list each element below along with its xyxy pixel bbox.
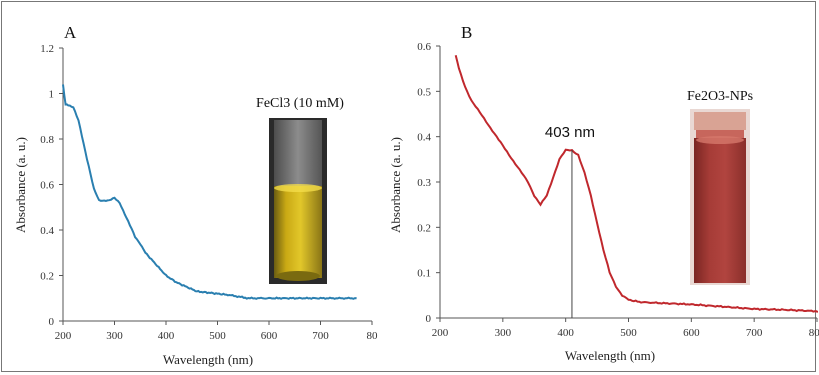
panel-a-inset-label: FeCl3 (10 mM) [256,96,344,111]
panel-b-y-ticks: 0 0.1 0.2 0.3 0.4 0.5 0.6 [417,41,440,325]
panel-a-x-label: Wavelength (nm) [163,352,253,367]
panel-b-x-tick-label: 700 [746,327,763,339]
panel-a-series-line [62,84,357,300]
panel-b-x-label: Wavelength (nm) [565,348,655,363]
panel-b-x-tick-label: 400 [557,327,574,339]
panel-a-x-tick-label: 300 [106,330,123,342]
panel-a-y-ticks: 0 0.2 0.4 0.6 0.8 1 1.2 [40,43,63,328]
panel-b-x-tick-label: 200 [432,327,449,339]
panel-b-y-tick-label: 0.3 [417,177,431,189]
panel-a-y-tick-label: 0.2 [40,271,54,283]
panel-b-y-tick-label: 0.1 [417,268,431,280]
panel-a-x-ticks: 200 300 400 500 600 700 80 [55,321,378,342]
panel-a-y-tick-label: 0.8 [40,134,54,146]
panel-a-x-tick-label: 400 [158,330,175,342]
panel-a-y-label: Absorbance (a. u.) [13,137,28,233]
panel-b-x-tick-label: 600 [683,327,700,339]
panel-b-series-line [454,55,818,313]
panel-b-y-label: Absorbance (a. u.) [388,137,403,233]
panel-b-x-tick-label: 500 [620,327,637,339]
panel-a-x-tick-label: 700 [312,330,329,342]
panel-b-x-tick-label: 300 [495,327,512,339]
panel-b-y-tick-label: 0.2 [417,222,431,234]
panel-b-x-ticks: 200 300 400 500 600 700 800 [432,318,819,339]
panel-a-x-tick-label: 500 [209,330,226,342]
panel-b-x-tick-label: 800 [809,327,819,339]
panel-a-letter: A [64,23,77,42]
panel-b-inset-label: Fe2O3-NPs [687,89,753,104]
panel-a-y-tick-label: 0.6 [40,180,54,192]
panel-a-y-tick-label: 1 [49,89,55,101]
panel-b-letter: B [461,23,472,42]
panel-a-x-tick-label: 200 [55,330,72,342]
fe2o3-nps-vial-image [690,109,750,285]
panel-a-x-tick-label: 80 [367,330,379,342]
peak-annotation-label: 403 nm [545,124,595,141]
panel-b: B 200 300 400 500 600 700 800 0 0.1 0.2 0.3 0.4 0.5… [388,23,819,363]
panel-b-y-tick-label: 0.5 [417,86,431,98]
panel-a-y-tick-label: 1.2 [40,43,54,55]
panel-a: A 200 300 400 500 600 700 80 0 0.2 0.4 0.6 0.8 1 1.2… [13,23,378,367]
panel-b-y-tick-label: 0.6 [417,41,431,53]
fecl3-vial-image [269,118,327,284]
panel-a-y-tick-label: 0.4 [40,225,54,237]
panel-a-x-tick-label: 600 [261,330,278,342]
panel-b-y-tick-label: 0 [426,313,432,325]
panel-a-y-tick-label: 0 [49,316,55,328]
panel-b-y-tick-label: 0.4 [417,132,431,144]
